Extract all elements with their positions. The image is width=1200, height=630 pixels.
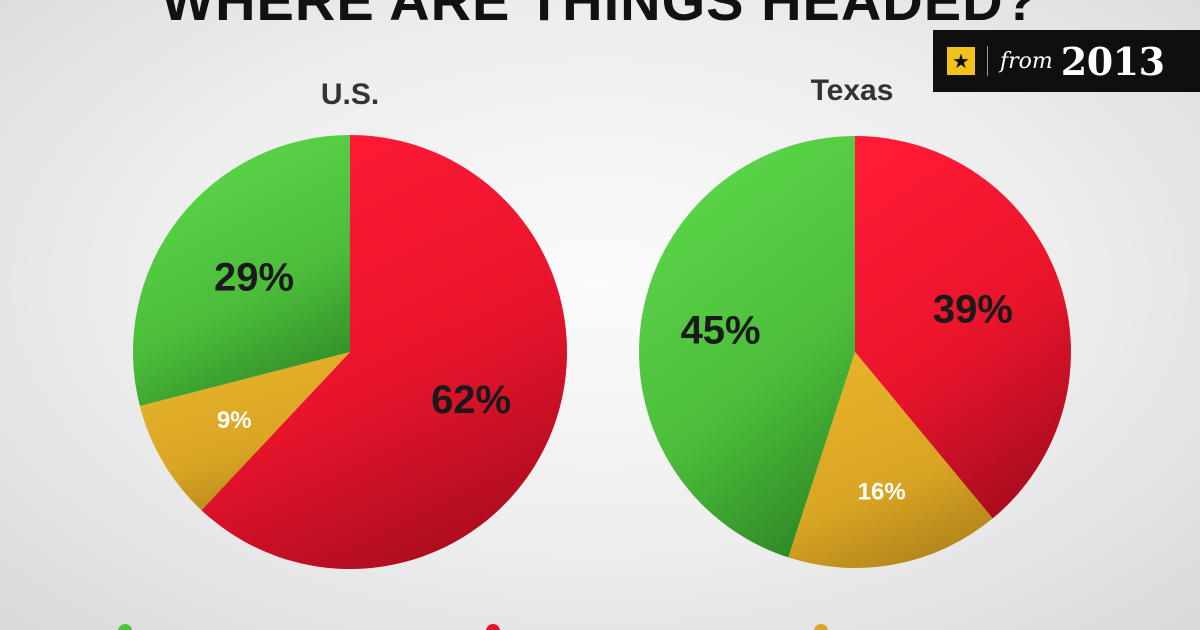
pie-texas-slice-green xyxy=(638,136,855,558)
legend-dot-green xyxy=(118,624,132,630)
pie-us-label-red: 62% xyxy=(431,378,511,422)
pie-texas-label-red: 39% xyxy=(933,288,1013,332)
pie-us-slice-gold xyxy=(139,352,350,511)
pie-texas-slice-gold xyxy=(788,352,993,569)
badge-divider xyxy=(987,46,988,76)
pie-us-slice-red xyxy=(201,135,567,569)
headline: WHERE ARE THINGS HEADED? xyxy=(161,0,1039,32)
badge-year: 2013 xyxy=(1060,38,1165,84)
pie-us: 62% 9% 29% xyxy=(133,135,567,569)
from-year-badge: ★ from 2013 xyxy=(933,30,1200,92)
legend-dot-red xyxy=(486,624,500,630)
pie-us-label-green: 29% xyxy=(214,256,294,300)
badge-from-label: from xyxy=(1000,48,1053,74)
pie-texas-label-green: 45% xyxy=(681,309,761,353)
star-icon: ★ xyxy=(947,47,975,75)
pie-us-label-gold: 9% xyxy=(217,407,252,434)
pie-texas: 39% 16% 45% xyxy=(638,136,1071,569)
pie-title-us: U.S. xyxy=(320,78,380,111)
pie-title-texas: Texas xyxy=(810,74,894,107)
pie-texas-slice-red xyxy=(855,136,1071,519)
pie-texas-label-gold: 16% xyxy=(858,479,906,506)
pie-us-slice-green xyxy=(133,135,350,406)
legend-dot-gold xyxy=(814,624,828,630)
